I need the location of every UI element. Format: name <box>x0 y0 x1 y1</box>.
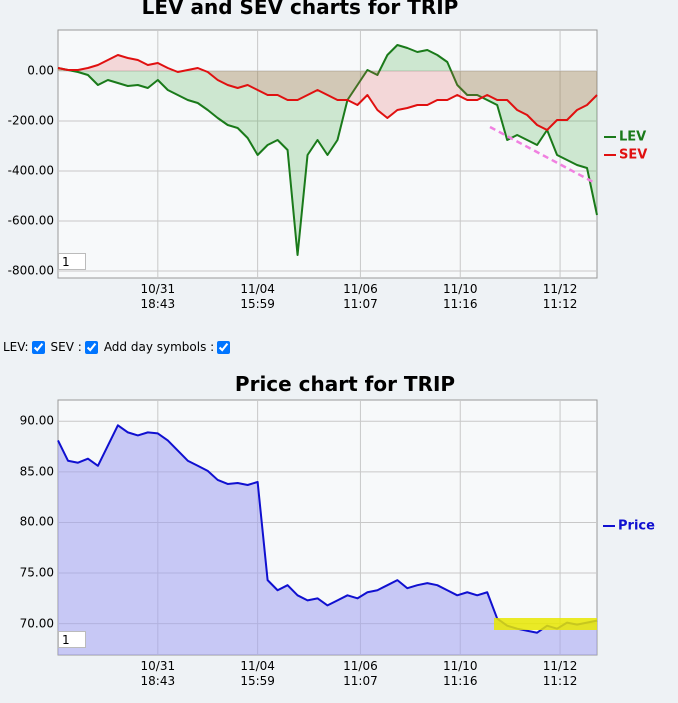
checkbox[interactable] <box>31 340 45 354</box>
y-tick-label: -400.00 <box>7 163 54 178</box>
x-tick-label: 11/10 11:16 <box>442 282 478 311</box>
series-area <box>58 45 597 255</box>
x-tick-label: 10/31 18:43 <box>140 659 176 688</box>
x-tick-label: 11/06 11:07 <box>343 659 378 688</box>
checkbox[interactable] <box>84 340 98 354</box>
checkbox[interactable] <box>217 340 231 354</box>
y-tick-label: 80.00 <box>19 514 54 529</box>
y-tick-label: -800.00 <box>7 263 54 278</box>
control-label: Add day symbols : <box>103 340 215 354</box>
x-tick-label: 11/10 11:16 <box>442 659 478 688</box>
chart-title: Price chart for TRIP <box>234 372 456 396</box>
y-tick-label: 0.00 <box>27 63 54 78</box>
x-tick-label: 11/12 11:12 <box>542 282 578 311</box>
controls: LEV: SEV : Add day symbols : <box>3 340 236 354</box>
x-tick-label: 11/04 15:59 <box>240 282 275 311</box>
highlight-band <box>494 618 597 630</box>
zoom-input[interactable]: 1 <box>58 253 86 270</box>
series-area <box>58 425 597 655</box>
y-tick-label: 85.00 <box>19 464 54 479</box>
y-tick-label: -200.00 <box>7 113 54 128</box>
legend-label: SEV <box>619 147 648 163</box>
legend-label: Price <box>618 518 655 534</box>
y-tick-label: -600.00 <box>7 213 54 228</box>
chart-title: LEV and SEV charts for TRIP <box>141 0 459 19</box>
series-line <box>57 44 598 256</box>
control-label: SEV : <box>50 340 82 354</box>
y-tick-label: 90.00 <box>19 413 54 428</box>
series-area <box>58 55 597 130</box>
y-tick-label: 70.00 <box>19 616 54 631</box>
y-tick-label: 75.00 <box>19 565 54 580</box>
x-tick-label: 10/31 18:43 <box>140 282 176 311</box>
series-line <box>57 54 598 131</box>
control-label: LEV: <box>3 340 29 354</box>
x-tick-label: 11/12 11:12 <box>542 659 578 688</box>
x-tick-label: 11/04 15:59 <box>240 659 275 688</box>
legend-label: LEV <box>619 129 647 145</box>
zoom-input[interactable]: 1 <box>58 631 86 648</box>
x-tick-label: 11/06 11:07 <box>343 282 378 311</box>
